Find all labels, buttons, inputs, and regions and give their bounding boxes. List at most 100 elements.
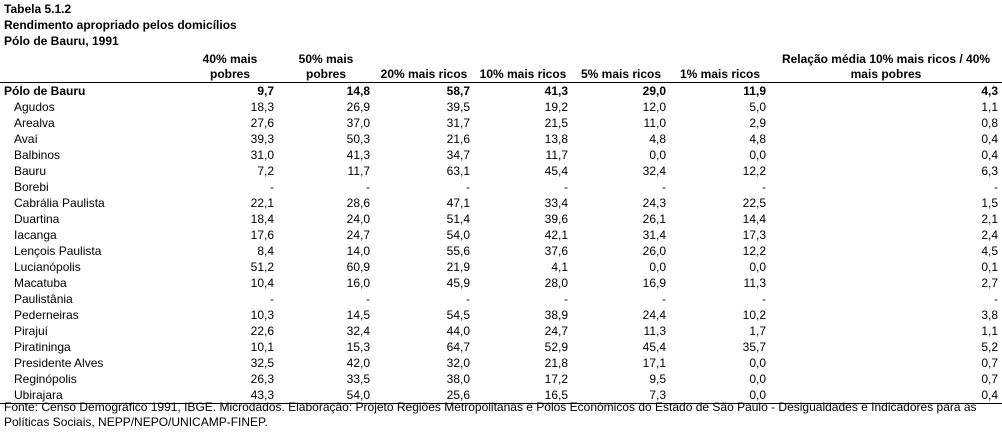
table-cell: 55,6 [446,244,470,258]
table-cell: 12,0 [642,100,666,114]
table-row: Ubirajara 43,3 54,0 25,6 16,5 7,3 0,0 0,4 [0,387,1002,404]
table-cell: 54,0 [346,388,370,402]
table-cell: 44,0 [446,324,470,338]
table-cell: 8,4 [257,244,274,258]
table-cell: 51,2 [250,260,274,274]
table-cell: 24,0 [346,212,370,226]
table-cell: 10,3 [250,308,274,322]
table-cell: 0,8 [981,116,998,130]
table-cell: 11,3 [743,276,766,290]
table-cell: - [466,180,470,194]
table-row: Avaí 39,3 50,3 21,6 13,8 4,8 4,8 0,4 [0,131,1002,147]
table-cell: 32,4 [346,324,370,338]
table-cell: 18,3 [250,100,274,114]
row-label: Lençois Paulista [14,244,102,258]
table-cell: 0,4 [981,388,998,402]
table-cell: - [662,292,666,306]
table-row: Macatuba 10,4 16,0 45,9 28,0 16,9 11,3 2,7 [0,275,1002,291]
table-cell: 45,4 [544,164,568,178]
table-cell: 22,5 [742,196,766,210]
table-cell: 16,0 [346,276,370,290]
row-label: Lucianópolis [14,260,81,274]
table-cell: 24,4 [642,308,666,322]
table-row: Duartina 18,4 24,0 51,4 39,6 26,1 14,4 2,1 [0,211,1002,227]
table-row: Lençois Paulista 8,4 14,0 55,6 37,6 26,0 12,2 4… [0,243,1002,259]
table-cell: 35,7 [742,340,766,354]
table-row: Pederneiras 10,3 14,5 54,5 38,9 24,4 10,2 3,8 [0,307,1002,323]
table-cell: - [994,292,998,306]
table-cell: 0,0 [749,260,766,274]
header-cell: 20% mais ricos [380,67,468,81]
table-cell: 31,0 [250,148,274,162]
table-row: Iacanga 17,6 24,7 54,0 42,1 31,4 17,3 2,4 [0,227,1002,243]
row-label: Arealva [14,116,55,130]
table-cell: 12,2 [742,244,766,258]
table-cell: 17,1 [642,356,666,370]
row-label: Reginópolis [14,372,77,386]
table-cell: 24,3 [642,196,666,210]
header-row: 40% mais pobres 50% mais pobres 20% mais… [0,50,1002,83]
table-cell: 2,9 [749,116,766,130]
table-cell: 38,9 [544,308,568,322]
table-cell: - [564,180,568,194]
table-cell: 13,8 [544,132,568,146]
table-cell: 14,5 [346,308,370,322]
table-cell: 14,4 [742,212,766,226]
table-cell: 51,4 [446,212,470,226]
table-subtitle: Rendimento apropriado pelos domicílios [4,18,237,32]
table-cell: 54,0 [446,228,470,242]
table-cell: 31,4 [642,228,666,242]
header-cell: 5% mais ricos [580,67,662,81]
row-label: Ubirajara [14,388,63,402]
table-cell: - [270,292,274,306]
table-cell: 15,3 [346,340,370,354]
row-label: Paulistânia [14,292,73,306]
table-cell: 11,7 [347,164,370,178]
header-cell: Relação média 10% mais ricos / 40% mais … [781,52,991,81]
table-cell: 6,3 [981,164,998,178]
header-cell: 10% mais ricos [479,67,567,81]
table-cell: 60,9 [346,260,370,274]
table-cell: - [366,292,370,306]
table-row: Reginópolis 26,3 33,5 38,0 17,2 9,5 0,0 0,7 [0,371,1002,387]
table-cell: 7,3 [649,388,666,402]
table-cell: 21,5 [544,116,568,130]
table-cell: 4,1 [551,260,568,274]
header-cell: 40% mais pobres [202,52,258,81]
table-row: Balbinos 31,0 41,3 34,7 11,7 0,0 0,0 0,4 [0,147,1002,163]
table-cell: 9,7 [257,84,274,98]
table-cell: 18,4 [250,212,274,226]
table-cell: - [366,180,370,194]
table-row-total: Pólo de Bauru 9,7 14,8 58,7 41,3 29,0 11,9 4,3 [0,83,1002,100]
table-cell: 64,7 [446,340,470,354]
table-cell: 1,7 [749,324,766,338]
header-cell: 50% mais pobres [298,52,354,81]
table-cell: - [994,180,998,194]
table-cell: 47,1 [446,196,470,210]
table-cell: 24,7 [544,324,568,338]
table-cell: 32,4 [642,164,666,178]
row-label: Presidente Alves [14,356,104,370]
table-cell: 11,3 [643,324,666,338]
table-cell: - [662,180,666,194]
table-cell: 32,5 [250,356,274,370]
row-label: Pólo de Bauru [4,84,86,98]
table-cell: 1,5 [981,196,998,210]
table-cell: 0,1 [981,260,998,274]
table-cell: 41,3 [544,84,568,98]
row-label: Macatuba [14,276,67,290]
table-cell: 26,0 [642,244,666,258]
table-cell: 29,0 [642,84,666,98]
table-cell: 5,0 [749,100,766,114]
header-cell: 1% mais ricos [679,67,761,81]
table-row: Piratininga 10,1 15,3 64,7 52,9 45,4 35,7 5,2 [0,339,1002,355]
table-cell: 21,6 [446,132,470,146]
row-label: Pederneiras [14,308,79,322]
table-cell: 14,0 [346,244,370,258]
table-cell: 19,2 [544,100,568,114]
table-cell: 10,4 [250,276,274,290]
row-label: Bauru [14,164,47,178]
table-row: Presidente Alves 32,5 42,0 32,0 21,8 17,1 0,0 0… [0,355,1002,371]
table-cell: 39,3 [250,132,274,146]
table-cell: 26,1 [642,212,666,226]
